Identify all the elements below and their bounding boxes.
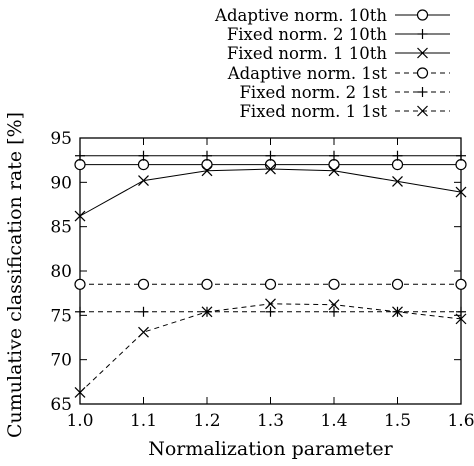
legend-entry-5: Fixed norm. 2 1st [239, 83, 450, 102]
legend-entry-6: Fixed norm. 1 1st [239, 102, 450, 121]
y-tick-label: 95 [50, 129, 72, 149]
legend-marker [416, 9, 429, 21]
y-tick-label: 75 [50, 306, 72, 326]
data-point [328, 278, 340, 290]
data-point [201, 278, 213, 290]
data-point [455, 278, 467, 290]
data-point [74, 278, 86, 290]
y-tick-label: 65 [50, 395, 72, 415]
data-point [74, 387, 86, 398]
legend-label: Fixed norm. 1 1st [239, 102, 387, 121]
data-point [392, 306, 403, 318]
series-layer [74, 150, 467, 398]
data-point [391, 159, 404, 171]
series-4 [74, 278, 467, 290]
series-line [79, 303, 462, 393]
data-point [392, 150, 403, 161]
x-tick-label: 1.1 [130, 411, 157, 431]
data-point [328, 165, 340, 177]
data-point [138, 150, 149, 161]
data-point [456, 150, 466, 161]
series-5 [75, 306, 466, 317]
data-point [138, 175, 149, 186]
y-tick-label: 80 [50, 262, 72, 282]
series-line [79, 168, 462, 217]
y-tick-label: 90 [50, 173, 72, 193]
x-tick-label: 1.2 [193, 411, 220, 431]
data-point [329, 150, 339, 161]
y-tick-label: 85 [50, 218, 72, 238]
data-point [264, 159, 277, 171]
data-point [264, 278, 277, 290]
data-point [392, 176, 403, 187]
x-tick-label: 1.4 [320, 411, 347, 431]
legend-label: Adaptive norm. 1st [227, 64, 388, 83]
data-point [265, 298, 276, 310]
plot-area [79, 137, 462, 405]
legend-marker [417, 105, 428, 117]
x-tick-label: 1.5 [384, 411, 411, 431]
x-tick-label: 1.3 [257, 411, 284, 431]
data-point [74, 210, 86, 222]
x-tick-label: 1.0 [66, 411, 93, 431]
legend-marker [417, 47, 428, 59]
data-point [265, 306, 276, 317]
legend-entry-3: Fixed norm. 1 10th [227, 44, 450, 63]
data-point [265, 150, 276, 161]
data-point [138, 306, 149, 317]
data-point [137, 278, 150, 290]
series-1 [74, 159, 467, 171]
data-point [329, 306, 339, 317]
data-point [75, 150, 85, 161]
legend-entry-4: Adaptive norm. 1st [227, 64, 450, 83]
data-point [201, 306, 213, 318]
legend-marker [417, 87, 428, 97]
data-point [455, 159, 467, 171]
legend-entry-1: Adaptive norm. 10th [214, 6, 450, 25]
data-point [202, 150, 212, 161]
legend-label: Fixed norm. 1 10th [227, 44, 388, 63]
data-point [455, 186, 467, 198]
data-point [138, 326, 149, 338]
legend-label: Adaptive norm. 10th [214, 6, 387, 25]
y-axis-label: Cumulative classification rate [%] [4, 112, 26, 438]
legend-label: Fixed norm. 2 1st [239, 83, 387, 102]
data-point [201, 165, 213, 177]
plot-frame [79, 137, 462, 405]
legend-entry-2: Fixed norm. 2 10th [227, 25, 450, 44]
legend-marker [416, 67, 429, 79]
legend-label: Fixed norm. 2 10th [227, 25, 388, 44]
legend-marker [417, 29, 428, 39]
data-point [391, 278, 404, 290]
x-tick-label: 1.6 [447, 411, 474, 431]
data-point [74, 159, 86, 171]
series-3 [74, 163, 467, 222]
axes-layer: 1.0 1.1 1.2 1.3 1.4 1.5 1.6 65 70 75 80 85 90 95 [50, 129, 474, 431]
data-point [328, 299, 340, 311]
series-2 [75, 150, 466, 161]
data-point [137, 159, 150, 171]
data-point [265, 163, 276, 175]
x-axis-label: Normalization parameter [148, 438, 393, 460]
y-tick-label: 70 [50, 351, 72, 371]
